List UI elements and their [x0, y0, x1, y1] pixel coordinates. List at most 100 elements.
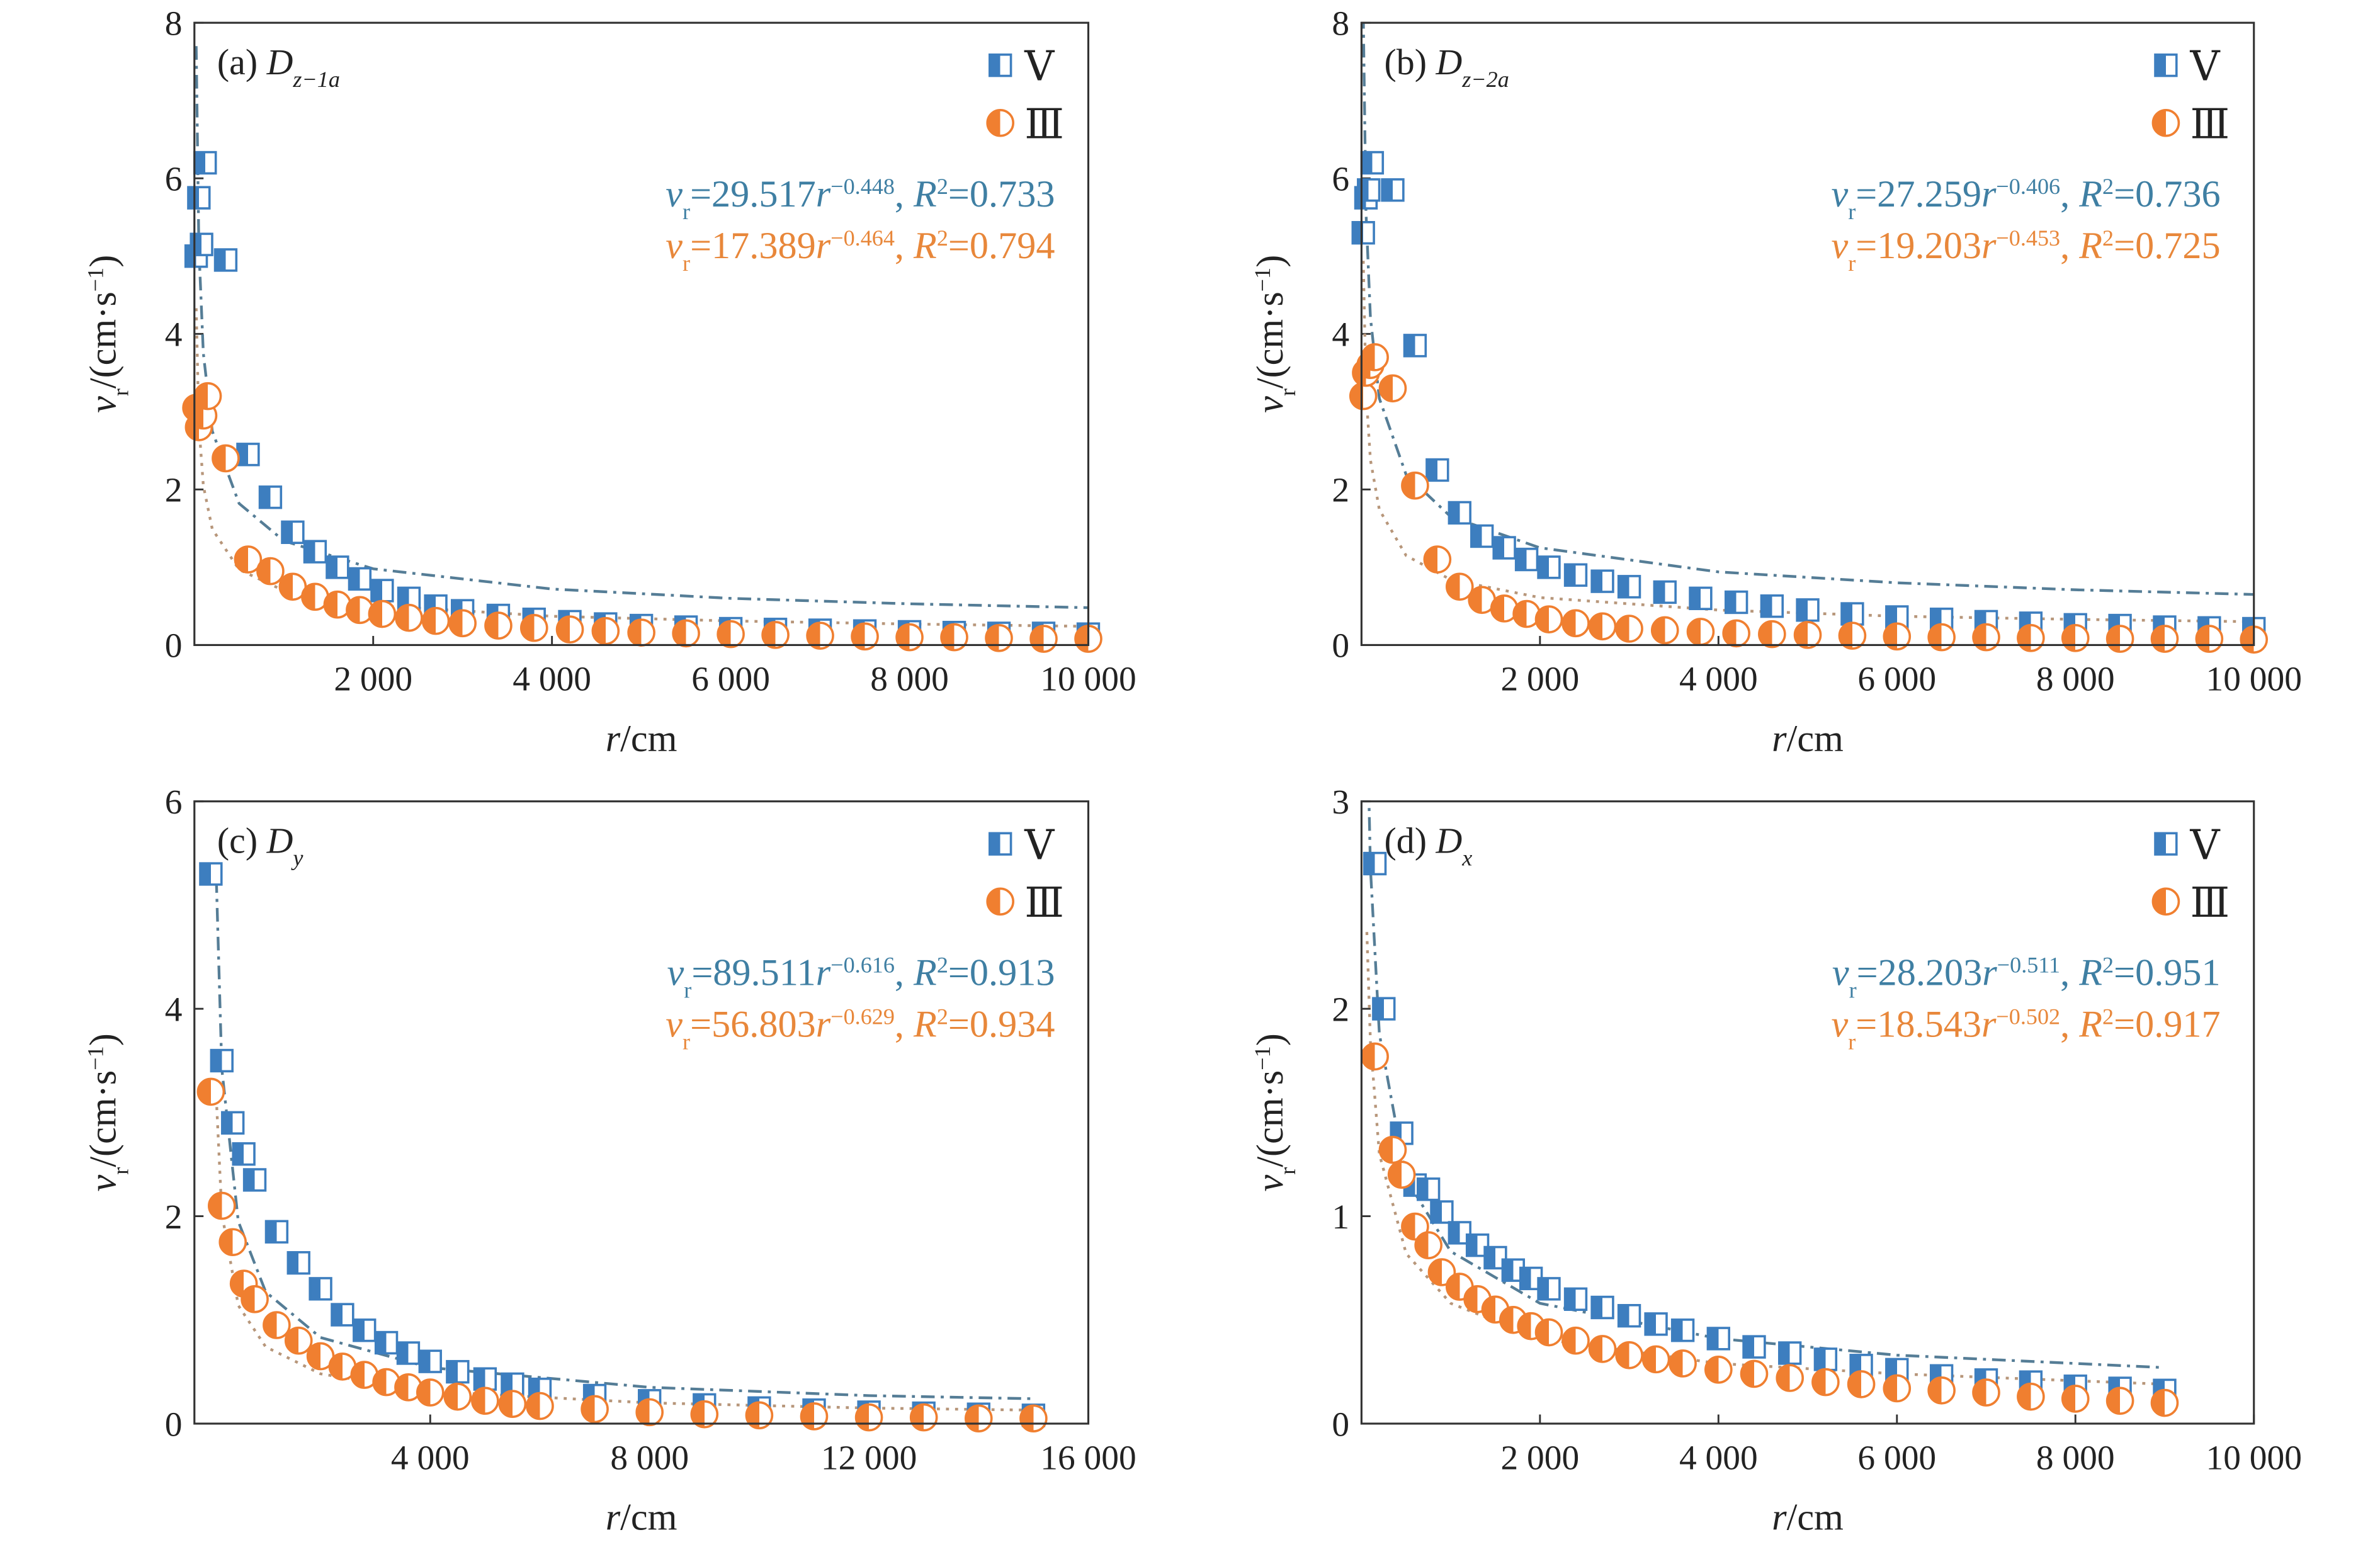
eq-sep: , [895, 225, 914, 267]
eq-v: v [667, 951, 684, 994]
panel-subscript: y [290, 846, 303, 871]
panel-id: (d) [1385, 820, 1427, 861]
plot-frame [193, 800, 1090, 1425]
x-tick-label: 12 000 [821, 1438, 917, 1477]
data-point [1615, 1341, 1643, 1369]
x-tick-label: 2 000 [1500, 660, 1579, 698]
data-point [1793, 621, 1822, 649]
data-point [1588, 612, 1617, 641]
eq-v: v [1831, 1003, 1848, 1045]
data-point [1401, 1212, 1429, 1241]
y-axis-title: vr/(cm·s−1) [82, 255, 133, 413]
y-title-sub: r [108, 388, 133, 396]
data-point [263, 1311, 291, 1339]
data-point [555, 615, 584, 644]
eq-R-sup: 2 [937, 952, 948, 977]
data-point [909, 1403, 938, 1432]
y-axis-title: vr/(cm·s−1) [1249, 1033, 1300, 1191]
fit-equation: vr=19.203r−0.453, R2=0.725 [1831, 225, 2220, 276]
eq-exp: −0.448 [830, 174, 895, 199]
y-tick-label: 4 [165, 990, 183, 1028]
data-point [353, 1318, 377, 1342]
data-point [1378, 1135, 1407, 1164]
data-point [1445, 572, 1474, 601]
data-point [1615, 615, 1643, 643]
eq-R-sup: 2 [937, 225, 948, 251]
eq-exp: −0.502 [1996, 1004, 2060, 1029]
data-point [309, 1277, 332, 1301]
eq-exp: −0.629 [830, 1004, 895, 1029]
eq-v: v [1832, 951, 1849, 994]
y-tick-label: 1 [1332, 1198, 1349, 1236]
data-point [187, 186, 211, 210]
x-tick-label: 6 000 [691, 660, 770, 698]
y-title-close: ) [1249, 255, 1291, 268]
eq-r: r [1981, 1003, 1997, 1045]
eq-sep: , [2060, 225, 2079, 267]
data-point [210, 1048, 234, 1073]
data-point [1470, 524, 1494, 548]
data-point [1561, 1326, 1590, 1355]
data-point [1813, 1347, 1838, 1371]
legend-label: Ⅲ [2190, 881, 2230, 926]
series-points [1361, 1042, 2179, 1417]
data-point [1534, 605, 1563, 633]
eq-sep: , [895, 1003, 914, 1045]
eq-R-sup: 2 [937, 1004, 948, 1029]
data-point [1686, 618, 1715, 646]
data-point [1537, 1277, 1561, 1301]
data-point [2061, 624, 2090, 652]
data-point [234, 545, 263, 574]
eq-sep: , [2060, 1003, 2079, 1045]
eq-R-sup: 2 [937, 174, 948, 199]
data-point [1883, 622, 1912, 651]
data-point [395, 603, 423, 632]
panel-symbol: D [266, 42, 293, 82]
x-tick-label: 10 000 [2206, 660, 2302, 698]
data-point [1653, 580, 1677, 604]
data-point [213, 248, 238, 272]
data-point [1885, 605, 1909, 629]
data-point [800, 1402, 829, 1431]
y-title-close: ) [82, 1033, 124, 1046]
y-title-var: v [1249, 396, 1291, 413]
eq-coef: =19.203 [1856, 225, 1981, 267]
data-point [326, 555, 349, 579]
data-point [854, 1403, 883, 1432]
eq-R-sup: 2 [2102, 225, 2114, 251]
data-point [1563, 563, 1588, 587]
panel-id: (b) [1385, 42, 1427, 82]
data-point [370, 579, 394, 603]
data-point [498, 1390, 527, 1418]
data-point [1644, 1312, 1668, 1336]
data-point [591, 616, 620, 645]
data-point [1514, 547, 1539, 572]
panel-symbol: D [1435, 820, 1462, 861]
panel-subscript: z−1a [292, 67, 340, 92]
eq-v-sub: r [683, 251, 690, 276]
eq-R: R [913, 225, 937, 267]
x-axis-title: r/cm [1772, 718, 1844, 760]
data-point [672, 619, 700, 648]
data-point [1425, 458, 1449, 482]
eq-v: v [666, 225, 683, 267]
data-point [1776, 1364, 1804, 1392]
x-tick-label: 2 000 [334, 660, 412, 698]
data-point [212, 444, 240, 473]
data-point [286, 1251, 310, 1275]
x-axis-title: r/cm [606, 718, 677, 760]
panel-id: (c) [217, 820, 258, 861]
data-point [1704, 1356, 1733, 1384]
y-tick-label: 2 [1332, 990, 1349, 1028]
x-axis-title: r/cm [1772, 1497, 1844, 1539]
eq-v: v [666, 173, 683, 215]
data-point [199, 862, 223, 886]
data-point [635, 1398, 664, 1427]
data-point [2105, 625, 2134, 653]
data-point [965, 1404, 993, 1433]
data-point [1019, 1404, 1048, 1433]
data-point [1561, 609, 1590, 638]
eq-r: r [816, 951, 831, 994]
y-tick-label: 0 [1332, 1405, 1349, 1443]
